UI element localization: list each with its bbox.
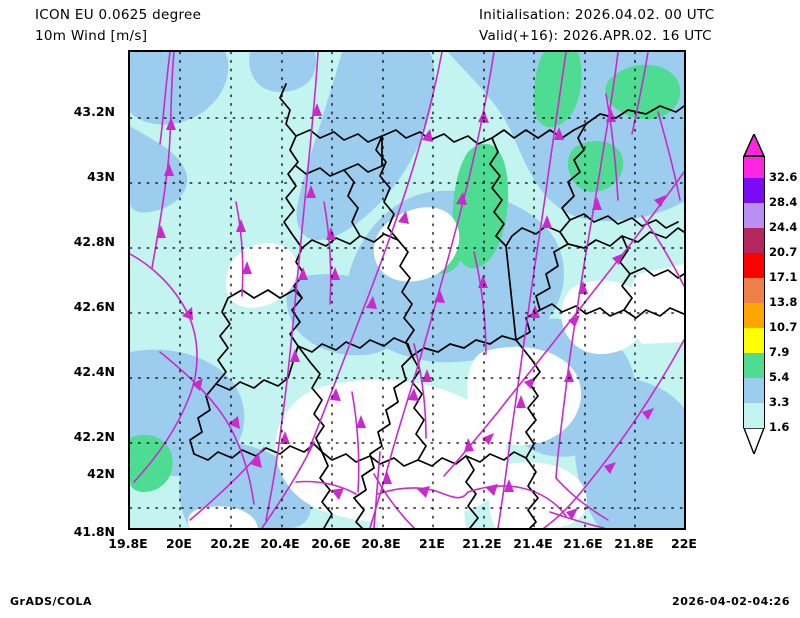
x-axis-tick-20.2E: 20.2E	[210, 536, 250, 551]
y-axis-tick-42.2N: 42.2N	[73, 429, 115, 444]
colorbar-swatch-7.9-10.7	[743, 328, 765, 353]
y-axis-tick-42.8N: 42.8N	[73, 234, 115, 249]
x-axis-tick-21E: 21E	[419, 536, 445, 551]
colorbar-swatch-1.6-3.3	[743, 403, 765, 428]
colorbar-label-32.6: 32.6	[769, 170, 798, 184]
colorbar-label-7.9: 7.9	[769, 345, 790, 359]
map-plot-area[interactable]	[128, 50, 686, 530]
colorbar-swatch-20.7-24.4	[743, 228, 765, 253]
y-axis-tick-43.2N: 43.2N	[73, 104, 115, 119]
colorbar-swatch-28.4-32.6	[743, 178, 765, 203]
colorbar-over-arrow	[743, 134, 765, 156]
colorbar-swatch-over	[743, 156, 765, 178]
colorbar-label-28.4: 28.4	[769, 195, 798, 209]
colorbar-legend[interactable]: 32.6 28.4 24.4 20.7 17.1 13.8 10.7 7.9 5…	[735, 134, 798, 454]
colorbar-label-1.6: 1.6	[769, 420, 790, 434]
x-axis-tick-20.6E: 20.6E	[311, 536, 351, 551]
colorbar-swatch-13.8-17.1	[743, 278, 765, 303]
colorbar-label-10.7: 10.7	[769, 320, 798, 334]
colorbar-label-13.8: 13.8	[769, 295, 798, 309]
colorbar-label-24.4: 24.4	[769, 220, 798, 234]
y-axis-tick-43N: 43N	[87, 169, 115, 184]
x-axis-tick-20E: 20E	[166, 536, 192, 551]
colorbar-swatch-10.7-13.8	[743, 303, 765, 328]
colorbar-label-17.1: 17.1	[769, 270, 798, 284]
colorbar-label-20.7: 20.7	[769, 245, 798, 259]
colorbar-swatch-3.3-5.4	[743, 378, 765, 403]
x-axis-tick-22E: 22E	[671, 536, 697, 551]
initialisation-time: Initialisation: 2026.04.02. 00 UTC	[479, 7, 715, 23]
x-axis-tick-20.4E: 20.4E	[260, 536, 300, 551]
colorbar-under-arrow	[743, 428, 765, 454]
x-axis-tick-20.8E: 20.8E	[361, 536, 401, 551]
x-axis-tick-21.4E: 21.4E	[513, 536, 553, 551]
model-title: ICON EU 0.0625 degree	[35, 7, 202, 23]
y-axis-tick-42N: 42N	[87, 466, 115, 481]
colorbar-label-3.3: 3.3	[769, 395, 790, 409]
field-title: 10m Wind [m/s]	[35, 28, 148, 44]
x-axis-tick-21.8E: 21.8E	[614, 536, 654, 551]
wind-field-render	[130, 52, 684, 528]
y-axis-tick-42.6N: 42.6N	[73, 299, 115, 314]
colorbar-swatch-24.4-28.4	[743, 203, 765, 228]
valid-time: Valid(+16): 2026.APR.02. 16 UTC	[479, 28, 712, 44]
colorbar-swatch-5.4-7.9	[743, 353, 765, 378]
colorbar-swatch-17.1-20.7	[743, 253, 765, 278]
colorbar-label-5.4: 5.4	[769, 370, 790, 384]
y-axis-tick-42.4N: 42.4N	[73, 364, 115, 379]
x-axis-tick-21.2E: 21.2E	[462, 536, 502, 551]
x-axis-tick-19.8E: 19.8E	[108, 536, 148, 551]
footer-timestamp: 2026-04-02-04:26	[672, 595, 790, 608]
footer-attribution: GrADS/COLA	[10, 595, 92, 608]
x-axis-tick-21.6E: 21.6E	[563, 536, 603, 551]
y-axis-tick-41.8N: 41.8N	[73, 524, 115, 539]
